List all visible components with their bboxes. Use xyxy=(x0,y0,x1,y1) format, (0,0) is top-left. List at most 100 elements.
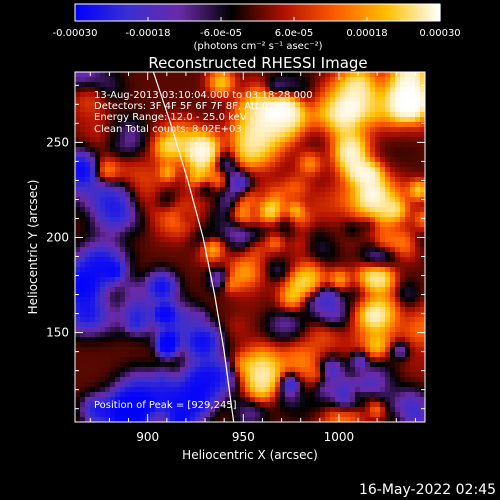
heatmap-cell xyxy=(345,252,351,258)
heatmap-cell xyxy=(210,357,216,363)
heatmap-cell xyxy=(130,232,136,238)
heatmap-cell xyxy=(145,102,151,108)
heatmap-cell xyxy=(110,262,116,268)
heatmap-cell xyxy=(300,137,306,143)
heatmap-cell xyxy=(150,397,156,403)
heatmap-cell xyxy=(245,222,251,228)
heatmap-cell xyxy=(90,282,96,288)
heatmap-cell xyxy=(120,187,126,193)
heatmap-cell xyxy=(300,152,306,158)
heatmap-cell xyxy=(125,277,131,283)
heatmap-cell xyxy=(410,167,416,173)
heatmap-cell xyxy=(195,222,201,228)
heatmap-cell xyxy=(115,402,121,408)
heatmap-cell xyxy=(260,272,266,278)
heatmap-cell xyxy=(150,317,156,323)
heatmap-cell xyxy=(90,297,96,303)
colorbar-segment xyxy=(232,4,236,21)
heatmap-cell xyxy=(165,97,171,103)
heatmap-cell xyxy=(185,237,191,243)
heatmap-cell xyxy=(155,337,161,343)
heatmap-cell xyxy=(275,82,281,88)
colorbar-segment xyxy=(430,4,434,21)
heatmap-cell xyxy=(155,312,161,318)
heatmap-cell xyxy=(340,252,346,258)
colorbar-segment xyxy=(237,4,241,21)
heatmap-cell xyxy=(140,107,146,113)
heatmap-cell xyxy=(165,162,171,168)
heatmap-cell xyxy=(365,152,371,158)
colorbar-tick-label: -6.0e-05 xyxy=(200,28,242,39)
heatmap-cell xyxy=(205,342,211,348)
colorbar-segment xyxy=(95,4,99,21)
heatmap-cell xyxy=(115,267,121,273)
heatmap-cell xyxy=(85,232,91,238)
heatmap-cell xyxy=(390,302,396,308)
heatmap-cell xyxy=(275,327,281,333)
heatmap-cell xyxy=(190,292,196,298)
heatmap-cell xyxy=(350,227,356,233)
heatmap-cell xyxy=(375,287,381,293)
heatmap-cell xyxy=(110,292,116,298)
heatmap-cell xyxy=(350,337,356,343)
heatmap-cell xyxy=(360,137,366,143)
heatmap-cell xyxy=(320,147,326,153)
heatmap-cell xyxy=(220,82,226,88)
heatmap-cell xyxy=(270,127,276,133)
chart-title: Reconstructed RHESSI Image xyxy=(148,54,367,72)
heatmap-cell xyxy=(140,322,146,328)
heatmap-cell xyxy=(305,302,311,308)
heatmap-cell xyxy=(310,372,316,378)
colorbar-segment xyxy=(185,4,189,21)
heatmap-cell xyxy=(170,237,176,243)
heatmap-cell xyxy=(125,187,131,193)
heatmap-cell xyxy=(115,412,121,418)
heatmap-cell xyxy=(100,357,106,363)
heatmap-cell xyxy=(135,392,141,398)
heatmap-cell xyxy=(250,277,256,283)
heatmap-cell xyxy=(225,332,231,338)
heatmap-cell xyxy=(290,222,296,228)
heatmap-cell xyxy=(320,282,326,288)
heatmap-cell xyxy=(160,397,166,403)
heatmap-cell xyxy=(280,257,286,263)
heatmap-cell xyxy=(405,207,411,213)
heatmap-cell xyxy=(350,282,356,288)
heatmap-cell xyxy=(360,292,366,298)
heatmap-cell xyxy=(155,147,161,153)
heatmap-cell xyxy=(195,327,201,333)
heatmap-cell xyxy=(205,92,211,98)
heatmap-cell xyxy=(225,182,231,188)
heatmap-cell xyxy=(335,367,341,373)
heatmap-cell xyxy=(125,347,131,353)
heatmap-cell xyxy=(85,332,91,338)
heatmap-cell xyxy=(355,307,361,313)
heatmap-cell xyxy=(75,272,81,278)
heatmap-cell xyxy=(150,157,156,163)
heatmap-cell xyxy=(260,157,266,163)
heatmap-cell xyxy=(95,357,101,363)
heatmap-cell xyxy=(125,132,131,138)
heatmap-cell xyxy=(210,412,216,418)
colorbar-segment xyxy=(180,4,184,21)
heatmap-cell xyxy=(365,87,371,93)
heatmap-cell xyxy=(360,407,366,413)
heatmap-cell xyxy=(75,122,81,128)
heatmap-cell xyxy=(150,127,156,133)
heatmap-cell xyxy=(155,397,161,403)
heatmap-cell xyxy=(115,257,121,263)
heatmap-cell xyxy=(315,177,321,183)
heatmap-cell xyxy=(185,397,191,403)
heatmap-cell xyxy=(335,277,341,283)
heatmap-cell xyxy=(125,342,131,348)
heatmap-cell xyxy=(325,352,331,358)
heatmap-cell xyxy=(360,377,366,383)
heatmap-cell xyxy=(210,342,216,348)
heatmap-cell xyxy=(230,217,236,223)
heatmap-cell xyxy=(290,147,296,153)
heatmap-cell xyxy=(135,397,141,403)
heatmap-cell xyxy=(355,222,361,228)
heatmap-cell xyxy=(210,217,216,223)
heatmap-cell xyxy=(285,122,291,128)
heatmap-cell xyxy=(350,172,356,178)
